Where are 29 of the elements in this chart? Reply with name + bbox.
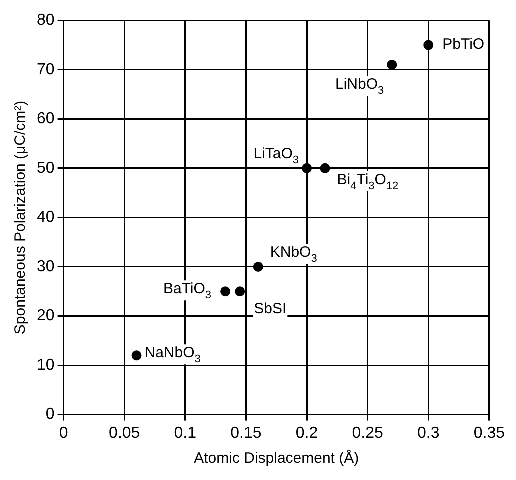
x-tick-label: 0.25 <box>352 424 384 442</box>
y-tick-label: 0 <box>46 406 55 424</box>
y-tick-label: 20 <box>37 308 55 325</box>
y-tick-label: 80 <box>37 12 55 30</box>
point <box>387 60 398 70</box>
point <box>132 350 142 361</box>
x-tick-label: 0.1 <box>174 424 197 442</box>
point <box>424 40 434 50</box>
x-axis-title: Atomic Displacement (Å) <box>194 449 360 468</box>
x-tick-label: 0.05 <box>109 424 140 442</box>
y-tick-label: 60 <box>37 110 55 128</box>
point <box>320 163 330 174</box>
x-tick-label: 0.35 <box>474 424 506 442</box>
point <box>302 163 312 174</box>
point <box>253 262 264 272</box>
point <box>235 286 246 297</box>
x-tick-label: 0 <box>59 424 68 442</box>
annotation: PbTiO <box>442 36 485 54</box>
y-tick-label: 40 <box>37 209 55 226</box>
y-tick-label: 50 <box>37 160 55 177</box>
y-tick-label: 30 <box>37 258 55 276</box>
annotation: SbSI <box>254 300 287 318</box>
x-tick-label: 0.3 <box>418 424 440 442</box>
y-tick-label: 10 <box>37 356 55 374</box>
y-axis-title: Spontaneous Polarization (μC/cm²) <box>12 100 30 335</box>
x-tick-label: 0.15 <box>230 424 262 442</box>
point <box>220 286 231 297</box>
y-tick-label: 70 <box>37 61 55 78</box>
x-tick-label: 0.2 <box>296 424 318 442</box>
